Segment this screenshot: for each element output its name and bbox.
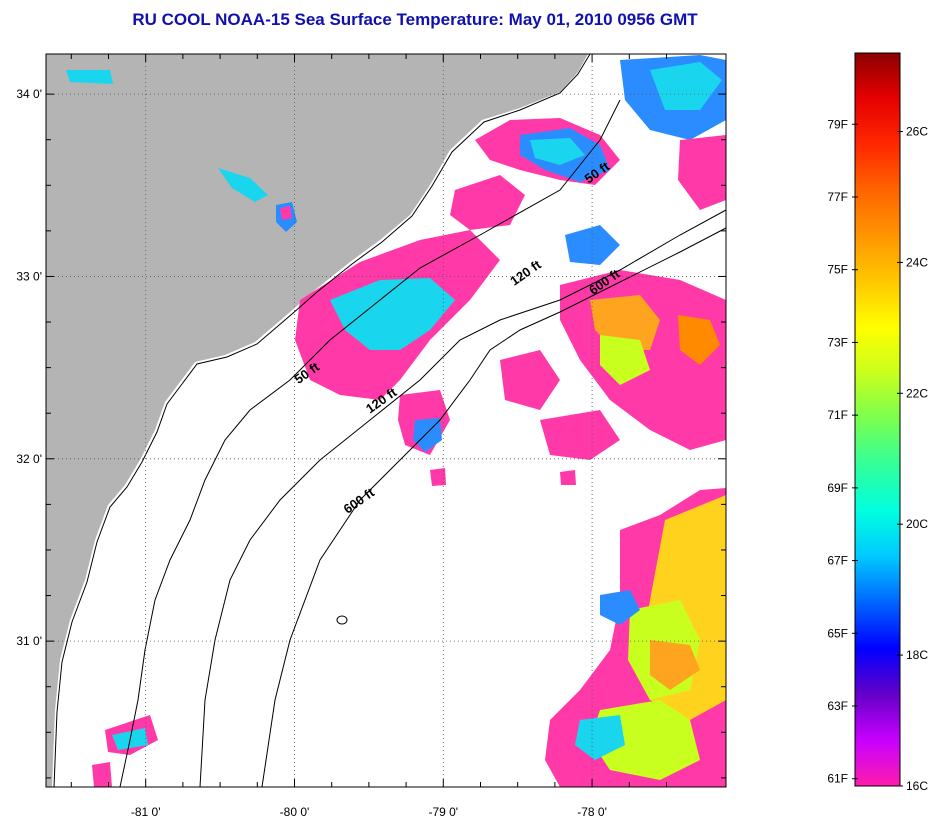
axis-ticks [46,54,726,787]
contour-600ft [261,227,726,787]
colorbar-f-label: 75F [827,263,848,277]
colorbar-f-label: 63F [827,699,848,713]
colorbar-f-label: 65F [827,626,848,640]
lat-tick-label: 34 0' [16,87,42,101]
lat-tick-label: 32 0' [16,452,42,466]
lon-tick-label: -80 0' [280,805,310,817]
colorbar-f-label: 79F [827,117,848,131]
colorbar-c-label: 22C [906,386,928,400]
coastline [53,54,591,787]
sst-patches [66,55,726,787]
lon-tick-label: -78 0' [577,805,607,817]
axis-tick-labels: -81 0' -80 0' -79 0' -78 0' 34 0' 33 0' 32 0' 3… [16,87,607,817]
colorbar-c-label: 16C [906,779,928,793]
colorbar-f-label: 67F [827,554,848,568]
lat-tick-label: 33 0' [16,269,42,283]
land-mass [46,54,588,787]
colorbar-c-label: 24C [906,255,928,269]
colorbar-f-label: 61F [827,772,848,786]
colorbar-f-label: 77F [827,190,848,204]
contour-120ft [199,209,726,787]
seamount-contour [336,615,348,625]
colorbar-f-label: 71F [827,408,848,422]
colorbar-f-label: 69F [827,481,848,495]
lon-tick-label: -79 0' [428,805,458,817]
lat-tick-label: 31 0' [16,634,42,648]
map-title: RU COOL NOAA-15 Sea Surface Temperature:… [132,10,698,29]
colorbar-c-label: 26C [906,125,928,139]
map-frame [45,53,727,788]
colorbar-c-label: 20C [906,517,928,531]
contour-50ft [119,99,621,787]
lon-tick-label: -81 0' [131,805,161,817]
colorbar-c-label: 18C [906,648,928,662]
bathymetry-contours [53,54,726,787]
colorbar-f-label: 73F [827,335,848,349]
colorbar [854,52,901,787]
colorbar-labels: 61F 63F 65F 67F 69F 71F 73F 75F 77F 79F 16C 18C 20C 2… [827,117,928,793]
graticule-grid [46,54,726,787]
